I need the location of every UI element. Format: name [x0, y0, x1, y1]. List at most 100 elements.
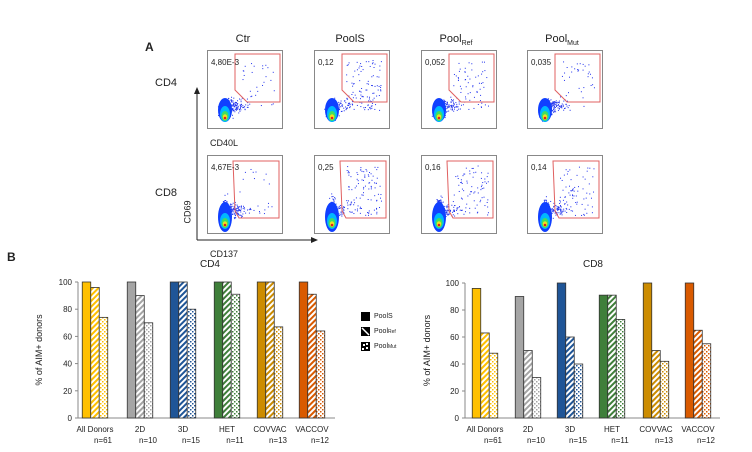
flow-plot-canvas — [207, 155, 283, 234]
y-tick-label: 60 — [63, 332, 72, 341]
gate — [448, 53, 495, 103]
category-label: All Donors — [467, 425, 504, 434]
category-n-label: n=10 — [527, 436, 546, 445]
bar-poolmut-het — [615, 319, 626, 419]
category-label: COVVAC — [253, 425, 286, 434]
gate-value: 0,14 — [531, 163, 547, 172]
gate-value: 0,16 — [425, 163, 441, 172]
column-header-poolref: PoolRef — [439, 33, 473, 48]
gate — [234, 53, 281, 103]
y-tick-label: 20 — [63, 387, 72, 396]
flow-plot-cd8-1: 0,25 — [314, 155, 390, 235]
bar-poolref-covvac — [265, 281, 275, 419]
bar-poolref-het — [607, 294, 617, 419]
category-n-label: n=15 — [182, 436, 201, 445]
bar-poolmut-2d — [531, 377, 542, 419]
flow-plot-cd8-0: 4,67E-3 — [207, 155, 283, 235]
chart-title: CD8 — [583, 259, 603, 270]
flow-plot-cd8-3: 0,14 — [527, 155, 603, 235]
flow-plot-cd4-0: 4,80E-3 — [207, 50, 283, 130]
legend-swatch-solid — [361, 312, 370, 321]
axis-arrows — [194, 87, 318, 243]
flow-plot-canvas — [421, 50, 497, 129]
y-tick-label: 60 — [450, 333, 459, 342]
y-tick-label: 40 — [63, 360, 72, 369]
flow-plot-canvas — [314, 50, 390, 129]
gate-value: 0,12 — [318, 58, 334, 67]
y-tick-label: 0 — [455, 414, 460, 423]
flow-plot-canvas — [527, 50, 603, 129]
category-n-label: n=11 — [611, 436, 629, 445]
category-label: HET — [219, 425, 235, 434]
bar-pools-covvac — [642, 282, 653, 419]
legend-item-poolmut: Pool Mut — [361, 342, 396, 351]
bar-poolref-3d — [565, 336, 575, 419]
bar-poolref-2d — [523, 350, 533, 419]
category-n-label: n=15 — [569, 436, 588, 445]
gate — [446, 160, 494, 219]
bar-poolref-vaccov — [307, 293, 317, 419]
y-tick-label: 20 — [450, 387, 459, 396]
category-label: COVVAC — [639, 425, 672, 434]
category-label: VACCOV — [295, 425, 329, 434]
y-arrow-head-icon — [194, 87, 200, 94]
gate — [552, 160, 600, 219]
bar-poolref-het — [222, 281, 232, 419]
flow-plot-canvas — [207, 50, 283, 129]
panel-b-letter: B — [7, 250, 16, 264]
y-tick-label: 40 — [450, 360, 459, 369]
x-marker-cd40l: CD40L — [210, 138, 239, 148]
column-header-pools: PoolS — [335, 33, 365, 45]
bar-poolmut-3d — [573, 363, 584, 419]
y-tick-label: 100 — [446, 279, 460, 288]
bar-poolmut-all-donors — [488, 352, 499, 419]
category-label: VACCOV — [681, 425, 715, 434]
bar-pools-covvac — [256, 281, 267, 419]
flow-plot-cd8-2: 0,16 — [421, 155, 497, 235]
gate-value: 0,25 — [318, 163, 334, 172]
flow-plot-canvas — [314, 155, 390, 234]
bar-poolmut-all-donors — [98, 316, 109, 419]
bar-poolref-vaccov — [693, 329, 703, 419]
row-label-cd4: CD4 — [155, 77, 178, 89]
gate-value: 0,052 — [425, 58, 446, 67]
legend-swatch-hatched — [361, 327, 370, 336]
y-tick-label: 80 — [63, 305, 72, 314]
flow-plot-cd4-1: 0,12 — [314, 50, 390, 130]
gate-value: 4,67E-3 — [211, 163, 240, 172]
category-label: 3D — [565, 425, 575, 434]
column-header-ctr: Ctr — [235, 33, 251, 45]
bar-pools-het — [598, 294, 609, 419]
gate — [341, 53, 388, 103]
column-header-poolmut: PoolMut — [545, 33, 579, 48]
bar-pools-2d — [126, 281, 137, 419]
bar-poolmut-vaccov — [701, 343, 712, 419]
category-n-label: n=13 — [655, 436, 674, 445]
flow-plot-canvas — [527, 155, 603, 234]
gate — [554, 53, 601, 103]
category-label: 3D — [178, 425, 188, 434]
gate-value: 0,035 — [531, 58, 552, 67]
bar-poolref-all-donors — [480, 332, 490, 419]
panel-a-letter: A — [145, 40, 154, 54]
category-n-label: n=13 — [269, 436, 288, 445]
gate — [232, 160, 280, 219]
category-n-label: n=10 — [139, 436, 158, 445]
category-label: All Donors — [77, 425, 114, 434]
bar-poolmut-2d — [143, 322, 154, 419]
bar-pools-het — [213, 281, 224, 419]
legend-item-poolref: Pool Ref — [361, 327, 396, 336]
category-label: 2D — [135, 425, 145, 434]
legend-swatch-dotted — [361, 342, 370, 351]
bar-pools-vaccov — [298, 281, 309, 419]
category-n-label: n=11 — [226, 436, 244, 445]
category-n-label: n=61 — [484, 436, 503, 445]
bar-pools-all-donors — [81, 281, 92, 419]
y-axis-label: % of AIM+ donors — [34, 314, 44, 386]
y-tick-label: 0 — [68, 414, 73, 423]
bar-pools-3d — [169, 281, 180, 419]
category-label: HET — [604, 425, 620, 434]
chart-cd4: CD4 0 20 40 60 80 100 % of AIM+ donors All Donor… — [34, 259, 335, 445]
bar-poolmut-covvac — [659, 360, 670, 419]
bar-poolmut-3d — [186, 308, 197, 419]
